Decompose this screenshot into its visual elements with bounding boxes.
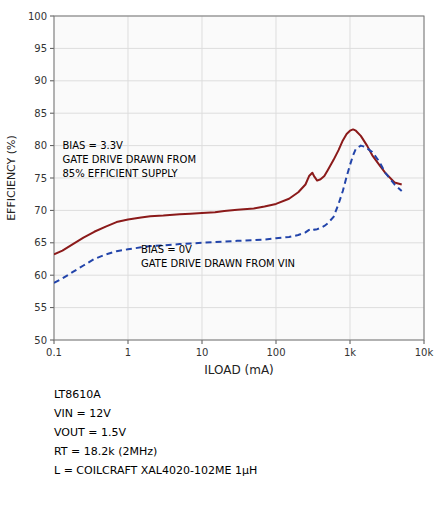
y-grid-line [54, 275, 424, 276]
annotation: 85% EFFICIENT SUPPLY [62, 168, 178, 179]
y-tick-label: 85 [34, 108, 47, 119]
y-tick-label: 50 [34, 335, 47, 346]
y-tick [50, 307, 54, 308]
annotations: BIAS = 3.3V GATE DRIVE DRAWN FROM 85% EFFI… [62, 140, 295, 269]
annotation: BIAS = 3.3V [62, 140, 123, 151]
caption-line: L = COILCRAFT XAL4020-102ME 1μH [54, 464, 257, 477]
y-grid-line [54, 307, 424, 308]
x-tick-label: 1 [125, 347, 131, 358]
plot-area [54, 16, 424, 340]
y-tick [50, 145, 54, 146]
y-grid-line [54, 48, 424, 49]
series-line [54, 146, 402, 283]
y-grid-line [54, 242, 424, 243]
caption-line: VIN = 12V [54, 407, 111, 420]
y-tick [50, 80, 54, 81]
x-tick [424, 340, 425, 344]
y-tick-label: 100 [28, 11, 47, 22]
x-tick-label: 1k [344, 347, 356, 358]
grid [54, 16, 424, 340]
y-tick [50, 275, 54, 276]
y-tick [50, 242, 54, 243]
x-tick-label: 0.1 [46, 347, 62, 358]
series-group [54, 129, 402, 283]
x-tick-label: 10 [196, 347, 209, 358]
series-line [54, 129, 402, 254]
caption-line: LT8610A [54, 388, 101, 401]
x-tick [54, 340, 55, 344]
caption-line: VOUT = 1.5V [54, 426, 126, 439]
y-tick-label: 60 [34, 270, 47, 281]
annotation: BIAS = 0V [141, 244, 192, 255]
caption: LT8610A VIN = 12V VOUT = 1.5V RT = 18.2k (2… [54, 388, 257, 477]
caption-line: RT = 18.2k (2MHz) [54, 445, 157, 458]
x-tick [350, 340, 351, 344]
annotation: GATE DRIVE DRAWN FROM VIN [141, 258, 295, 269]
y-tick-label: 90 [34, 75, 47, 86]
plot-frame [54, 16, 424, 340]
y-tick [50, 210, 54, 211]
y-grid-line [54, 80, 424, 81]
y-tick-label: 65 [34, 237, 47, 248]
annotation: GATE DRIVE DRAWN FROM [62, 154, 196, 165]
x-tick [128, 340, 129, 344]
y-tick [50, 340, 54, 341]
y-tick [50, 178, 54, 179]
x-tick [202, 340, 203, 344]
axes: 0.1 1 10 100 1k 10k 50 55 60 65 70 75 80 85 90 95 100 [28, 11, 434, 359]
y-tick-label: 95 [34, 43, 47, 54]
x-tick [276, 340, 277, 344]
y-axis-label: EFFICIENCY (%) [5, 135, 18, 221]
x-tick-label: 100 [266, 347, 285, 358]
y-tick [50, 48, 54, 49]
y-tick-label: 80 [34, 140, 47, 151]
chart: 0.1 1 10 100 1k 10k 50 55 60 65 70 75 80 85 90 95 100 BIA… [0, 0, 434, 508]
y-tick-label: 75 [34, 173, 47, 184]
y-tick-label: 55 [34, 302, 47, 313]
x-axis-label: ILOAD (mA) [204, 363, 274, 377]
y-tick-label: 70 [34, 205, 47, 216]
y-tick [50, 113, 54, 114]
y-grid-line [54, 113, 424, 114]
x-tick-label: 10k [415, 347, 434, 358]
y-tick [50, 16, 54, 17]
